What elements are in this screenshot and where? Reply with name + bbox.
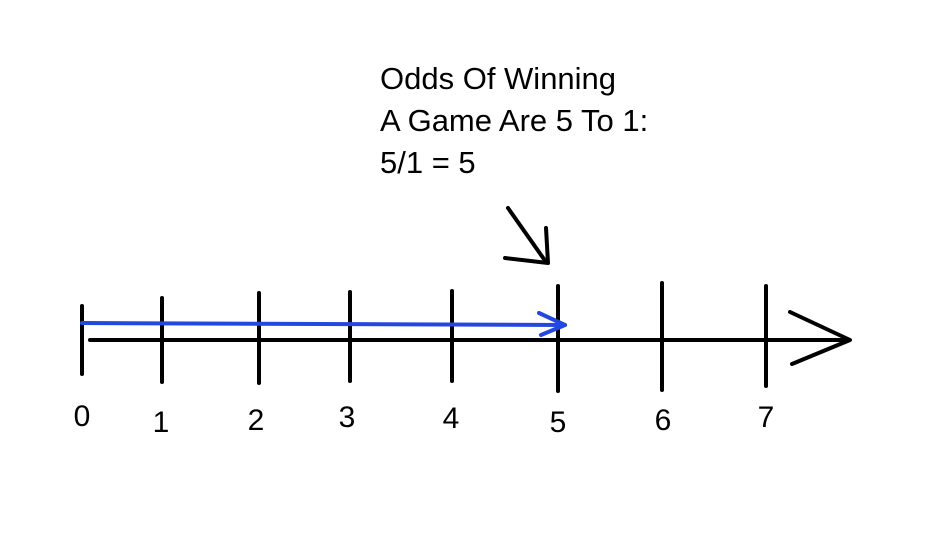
- highlight-arrow-shaft: [80, 321, 567, 327]
- tick-label-7: 7: [758, 401, 775, 434]
- axis-arrowhead-icon: [788, 310, 852, 366]
- tick-label-6: 6: [655, 404, 672, 437]
- pointer-arrow-icon: [503, 206, 550, 265]
- annotation-line-2: A Game Are 5 To 1:: [380, 103, 649, 138]
- tick-label-4: 4: [443, 402, 460, 435]
- tick-label-5: 5: [550, 406, 567, 439]
- annotation-line-1: Odds Of Winning: [380, 61, 617, 96]
- tick-label-0: 0: [74, 400, 91, 433]
- tick-label-3: 3: [339, 401, 356, 434]
- highlight-arrow: [80, 311, 567, 337]
- annotation-line-3: 5/1 = 5: [380, 145, 476, 180]
- highlight-arrowhead-icon: [537, 311, 567, 337]
- tick-label-2: 2: [248, 404, 265, 437]
- tick-label-1: 1: [153, 406, 170, 439]
- odds-annotation: Odds Of Winning A Game Are 5 To 1: 5/1 =…: [380, 58, 648, 184]
